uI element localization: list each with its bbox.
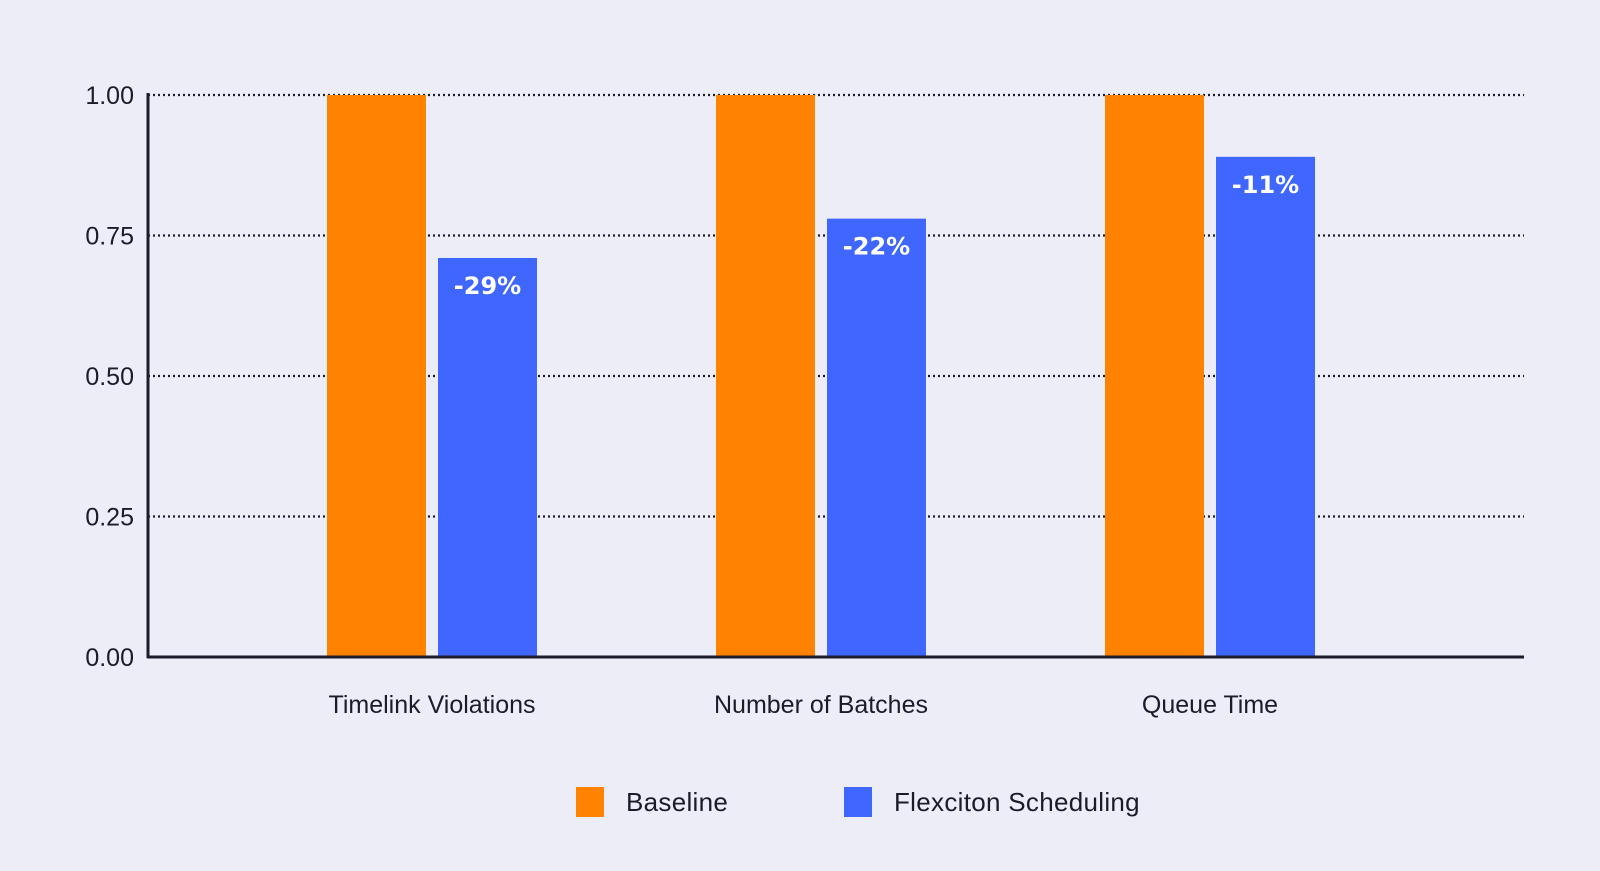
- x-tick-label: Number of Batches: [714, 691, 928, 719]
- data-label: -22%: [843, 233, 910, 261]
- bar-flexciton: [827, 218, 926, 657]
- axes: [146, 93, 1524, 659]
- x-tick-label: Timelink Violations: [328, 691, 535, 719]
- bar-baseline: [327, 95, 426, 657]
- y-tick-label: 0.50: [85, 363, 134, 391]
- x-tick-label: Queue Time: [1142, 691, 1278, 719]
- bar-flexciton: [438, 257, 537, 657]
- data-label: -11%: [1232, 171, 1299, 199]
- data-label: -29%: [454, 272, 521, 300]
- y-tick-label: 1.00: [85, 82, 134, 110]
- labels: 0.00 0.25 0.50 0.75 1.00 -29% Timelink Violati…: [85, 82, 1299, 719]
- bars: [327, 95, 1315, 657]
- y-tick-label: 0.25: [85, 504, 134, 532]
- bar-baseline: [1105, 95, 1204, 657]
- bar-baseline: [716, 95, 815, 657]
- bar-flexciton: [1216, 156, 1315, 657]
- y-tick-label: 0.00: [85, 644, 134, 672]
- y-tick-label: 0.75: [85, 223, 134, 251]
